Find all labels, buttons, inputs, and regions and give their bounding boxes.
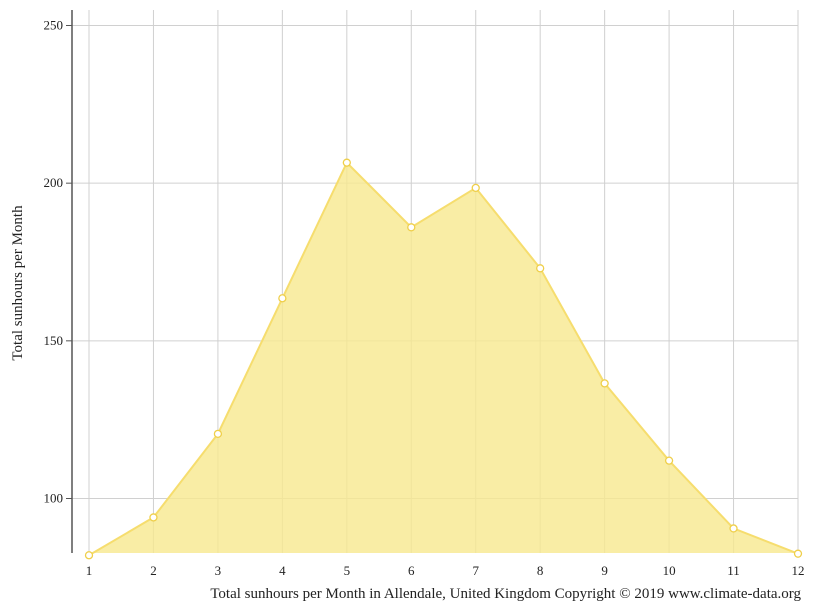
data-point (342, 158, 351, 167)
x-tick-label: 12 (792, 563, 805, 578)
x-tick-label: 7 (472, 563, 479, 578)
x-tick-label: 5 (344, 563, 351, 578)
x-tick-label: 11 (727, 563, 740, 578)
series-line (88, 160, 799, 557)
data-point (664, 456, 674, 465)
y-tick-label: 100 (44, 491, 64, 506)
data-point (213, 429, 223, 439)
data-point (84, 551, 94, 560)
data-point (471, 183, 480, 193)
axes (66, 10, 73, 553)
x-tick-label: 3 (215, 563, 222, 578)
x-tick-label: 9 (601, 563, 608, 578)
x-tick-label: 2 (150, 563, 157, 578)
x-tick-label: 10 (663, 563, 676, 578)
x-tick-label: 1 (86, 563, 93, 578)
x-tick-label: 6 (408, 563, 415, 578)
data-point (729, 524, 738, 533)
data-point (536, 264, 545, 273)
area-layer (88, 160, 799, 557)
data-point (407, 223, 416, 232)
y-tick-label: 200 (44, 175, 64, 190)
data-point (793, 549, 803, 558)
data-point (149, 513, 158, 522)
y-axis-title: Total sunhours per Month (10, 205, 26, 361)
data-point (278, 294, 287, 303)
area-fill (89, 162, 798, 556)
data-point (600, 379, 609, 388)
x-axis-caption: Total sunhours per Month in Allendale, U… (210, 586, 801, 602)
data-markers (84, 158, 803, 560)
x-tick-label: 4 (279, 563, 286, 578)
y-tick-label: 150 (44, 333, 64, 348)
y-tick-label: 250 (44, 18, 64, 33)
x-tick-label: 8 (537, 563, 544, 578)
